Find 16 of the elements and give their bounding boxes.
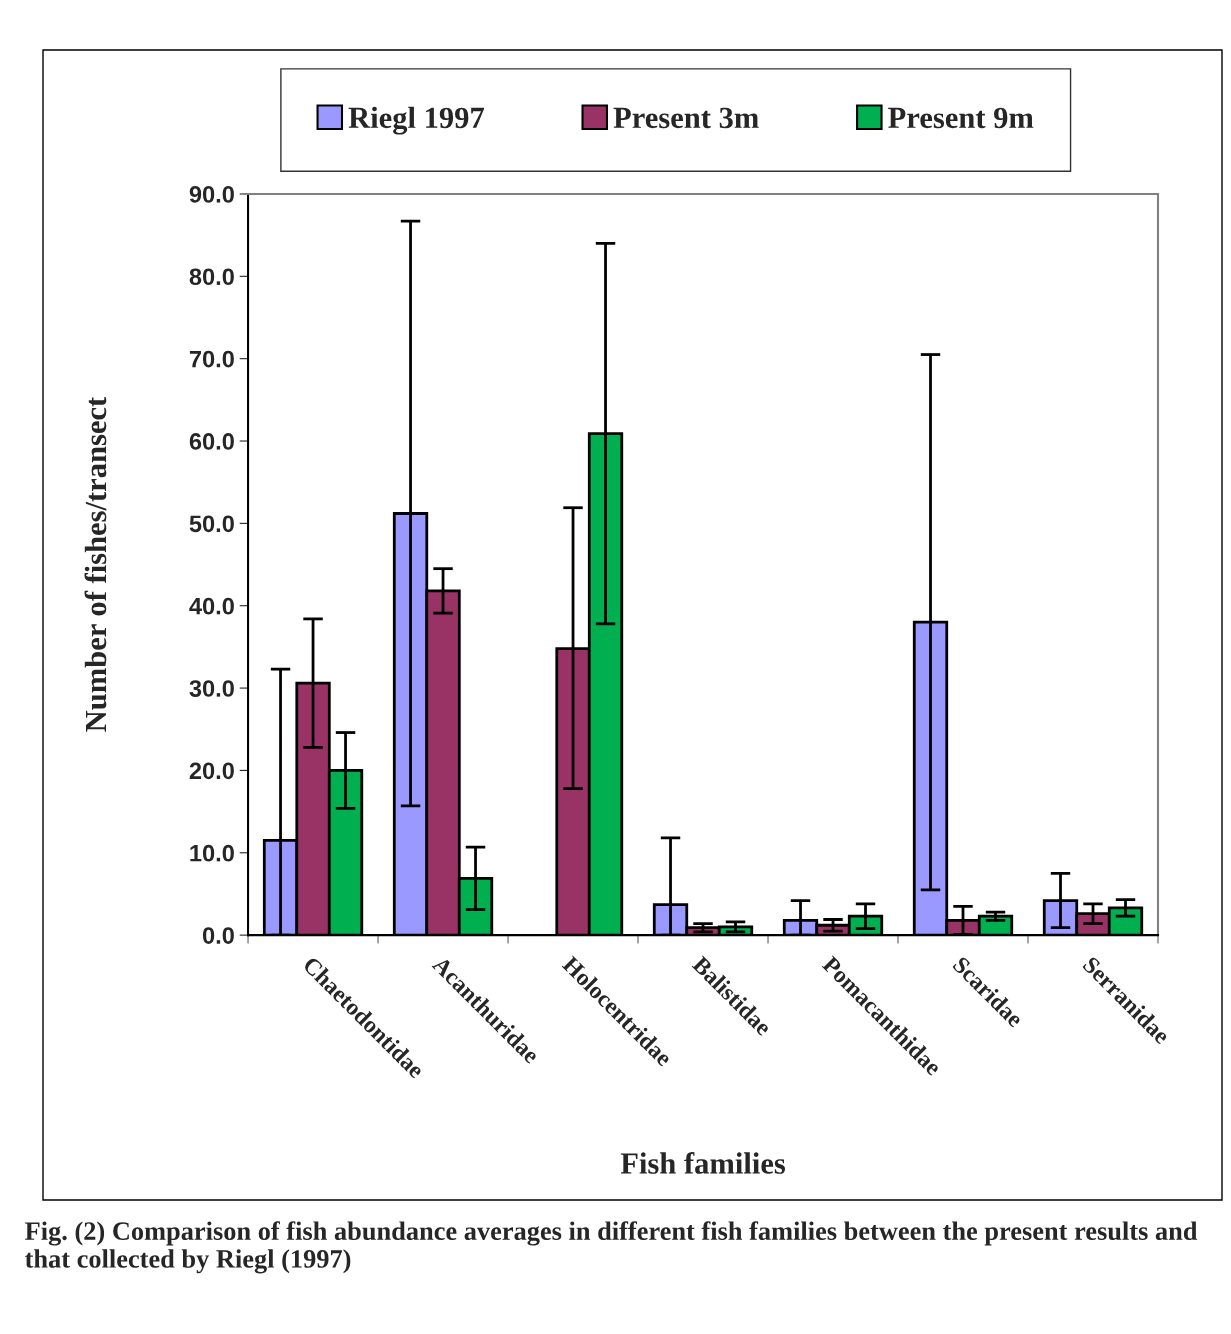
legend-label: Riegl 1997 [348,106,484,135]
y-tick-label: 30.0 [189,680,234,697]
y-tick-label: 90.0 [189,186,234,203]
y-axis-title: Number of fishes/transect [84,396,107,732]
y-tick-label: 10.0 [190,844,234,862]
x-axis-title: Fish families [620,1152,786,1174]
text: Fig. (2) Comparison of fish abundance averages in different fish families between the present results and that collected by Riegl (1997) [25,1221,1198,1274]
legend-label: Present 3m [613,107,759,129]
y-tick-label: 40.0 [189,597,234,615]
y-tick-label: 0.0 [202,927,234,944]
y-tick-label: 70.0 [189,350,234,368]
y-tick-label: 60.0 [189,433,234,450]
y-tick-label: 50.0 [189,515,234,533]
legend-label: Present 9m [888,107,1034,129]
y-tick-label: 20.0 [189,762,234,780]
y-tick-label: 80.0 [189,268,234,286]
